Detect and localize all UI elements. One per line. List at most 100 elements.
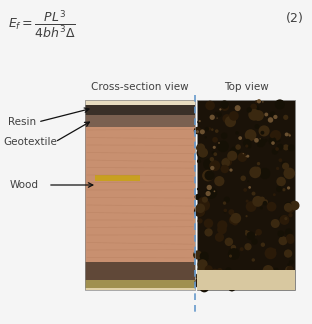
- Circle shape: [232, 219, 238, 226]
- Circle shape: [253, 270, 256, 272]
- Circle shape: [283, 144, 289, 150]
- Circle shape: [198, 120, 201, 122]
- Text: $(2)$: $(2)$: [285, 10, 304, 25]
- Circle shape: [215, 112, 218, 115]
- Circle shape: [222, 114, 231, 123]
- Circle shape: [274, 268, 279, 273]
- Bar: [85, 262, 195, 280]
- Circle shape: [207, 185, 212, 190]
- Circle shape: [200, 129, 205, 134]
- Circle shape: [205, 101, 215, 110]
- Circle shape: [215, 129, 219, 133]
- Circle shape: [241, 176, 246, 181]
- Circle shape: [246, 107, 252, 112]
- Circle shape: [229, 276, 238, 285]
- Circle shape: [261, 243, 265, 247]
- Circle shape: [289, 134, 291, 137]
- Circle shape: [277, 230, 284, 237]
- Circle shape: [225, 116, 236, 127]
- Circle shape: [284, 249, 292, 258]
- Circle shape: [208, 127, 211, 131]
- Circle shape: [202, 284, 208, 290]
- Bar: [197, 270, 295, 290]
- Circle shape: [201, 285, 206, 291]
- Circle shape: [262, 101, 264, 103]
- Circle shape: [237, 271, 240, 274]
- Circle shape: [197, 147, 207, 158]
- Circle shape: [194, 206, 205, 217]
- Circle shape: [245, 230, 247, 232]
- Circle shape: [217, 118, 218, 119]
- Circle shape: [267, 250, 271, 255]
- Circle shape: [238, 153, 247, 162]
- Circle shape: [227, 151, 237, 161]
- Circle shape: [246, 155, 249, 158]
- Circle shape: [230, 146, 240, 157]
- Circle shape: [270, 130, 281, 141]
- Circle shape: [290, 201, 300, 210]
- Circle shape: [232, 252, 239, 258]
- Circle shape: [198, 199, 210, 211]
- Circle shape: [249, 167, 261, 178]
- Circle shape: [248, 186, 251, 189]
- Circle shape: [264, 112, 268, 116]
- Circle shape: [217, 268, 223, 274]
- Circle shape: [283, 218, 288, 223]
- Circle shape: [276, 177, 286, 186]
- Circle shape: [256, 138, 266, 147]
- Circle shape: [210, 157, 214, 161]
- Circle shape: [221, 103, 229, 111]
- Circle shape: [217, 220, 227, 230]
- Circle shape: [228, 284, 236, 292]
- Circle shape: [235, 105, 241, 111]
- Circle shape: [251, 105, 259, 113]
- Circle shape: [203, 256, 208, 261]
- Circle shape: [243, 153, 244, 154]
- Circle shape: [245, 231, 251, 237]
- Circle shape: [230, 215, 237, 223]
- Circle shape: [213, 152, 217, 156]
- Circle shape: [275, 99, 285, 110]
- Circle shape: [200, 252, 209, 261]
- Circle shape: [281, 161, 287, 167]
- Circle shape: [223, 202, 226, 205]
- Bar: [95, 175, 140, 181]
- Bar: [85, 288, 195, 290]
- Circle shape: [248, 109, 260, 121]
- Bar: [85, 127, 195, 262]
- Circle shape: [198, 197, 206, 205]
- Circle shape: [282, 163, 289, 170]
- Circle shape: [199, 283, 209, 292]
- Circle shape: [260, 130, 263, 132]
- Circle shape: [203, 158, 214, 170]
- Bar: [85, 100, 195, 290]
- Circle shape: [265, 247, 276, 259]
- Circle shape: [251, 191, 256, 196]
- Circle shape: [205, 127, 209, 131]
- Circle shape: [259, 197, 265, 202]
- Circle shape: [258, 144, 261, 147]
- Circle shape: [196, 203, 205, 213]
- Circle shape: [204, 170, 214, 180]
- Circle shape: [245, 129, 256, 141]
- Circle shape: [263, 201, 267, 205]
- Circle shape: [197, 266, 205, 273]
- Circle shape: [225, 237, 233, 246]
- Circle shape: [289, 260, 294, 264]
- Circle shape: [217, 112, 222, 117]
- Circle shape: [284, 168, 295, 179]
- Circle shape: [286, 234, 294, 242]
- Circle shape: [197, 274, 209, 286]
- Circle shape: [217, 225, 227, 234]
- Circle shape: [223, 209, 227, 212]
- Circle shape: [230, 121, 233, 124]
- Circle shape: [211, 269, 219, 276]
- Circle shape: [229, 216, 237, 224]
- Circle shape: [238, 136, 242, 140]
- Circle shape: [257, 162, 260, 165]
- Circle shape: [279, 236, 287, 245]
- Circle shape: [245, 145, 248, 148]
- Circle shape: [205, 228, 207, 231]
- Circle shape: [196, 130, 199, 133]
- Circle shape: [243, 188, 247, 192]
